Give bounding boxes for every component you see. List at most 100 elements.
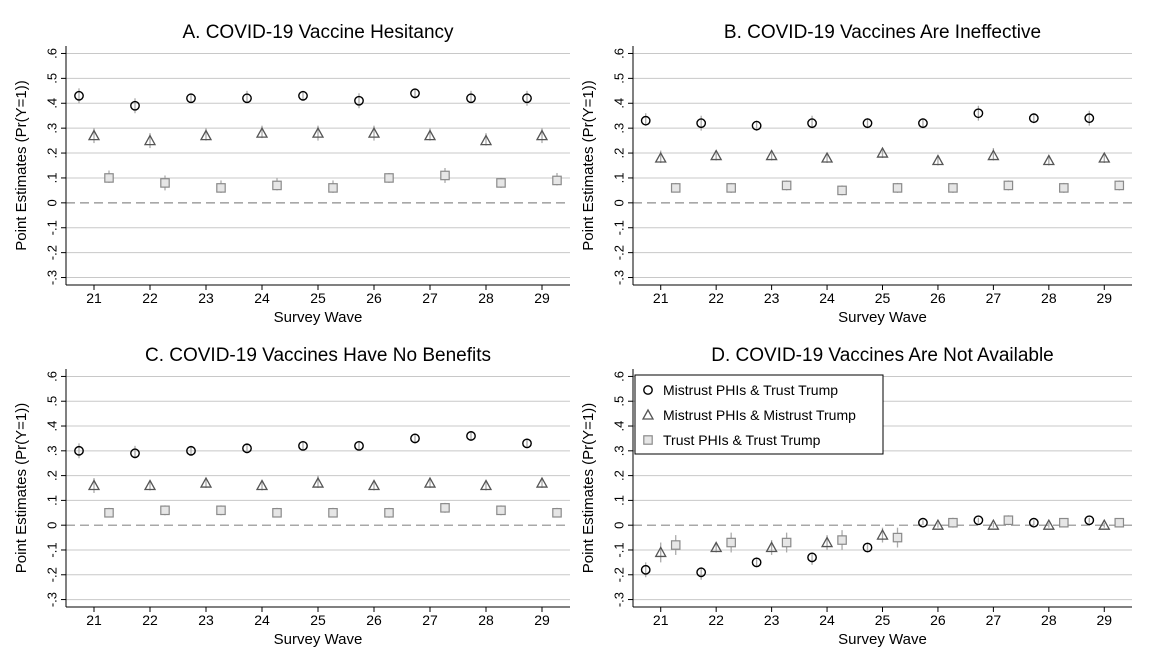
chart-title: A. COVID-19 Vaccine Hesitancy: [182, 22, 454, 43]
x-tick-label: 28: [478, 290, 494, 306]
square-point: [496, 505, 506, 516]
x-tick-label: 25: [310, 612, 326, 628]
legend-circle-icon: [643, 385, 653, 395]
y-tick-label: .1: [611, 495, 626, 506]
legend-square-icon: [643, 435, 653, 445]
triangle-point: [710, 541, 723, 553]
y-tick-label: .4: [44, 421, 59, 432]
y-tick-label: 0: [611, 522, 626, 529]
triangle-point: [931, 518, 945, 530]
x-tick-label: 26: [930, 290, 946, 306]
x-tick-label: 27: [422, 290, 438, 306]
circle-point: [242, 93, 252, 104]
circle-point: [1028, 517, 1039, 528]
y-tick-label: .1: [611, 173, 626, 184]
y-tick-label: .6: [44, 371, 59, 382]
x-tick-label: 21: [653, 612, 669, 628]
y-tick-label: .1: [44, 173, 59, 184]
y-tick-label: -.2: [611, 567, 626, 582]
square-point: [552, 507, 562, 518]
circle-point: [1084, 515, 1095, 526]
x-tick-label: 29: [534, 290, 550, 306]
circle-point: [807, 118, 817, 129]
x-tick-label: 28: [1041, 290, 1057, 306]
legend-label: Trust PHIs & Trust Trump: [663, 432, 821, 448]
circle-point: [354, 95, 364, 106]
triangle-point: [143, 134, 157, 146]
triangle-point: [1042, 518, 1055, 530]
chart-panel-a: A. COVID-19 Vaccine Hesitancy .6 .5 .4 .3 .2.…: [13, 22, 570, 326]
circle-point: [751, 557, 762, 568]
square-point: [837, 535, 847, 545]
circle-point: [466, 93, 476, 104]
x-tick-label: 29: [1096, 612, 1112, 628]
triangle-point: [255, 479, 269, 491]
triangle-point: [820, 536, 834, 548]
triangle-point: [311, 126, 325, 138]
square-point: [1003, 515, 1014, 526]
x-tick-label: 26: [366, 612, 382, 628]
chart-title: C. COVID-19 Vaccines Have No Benefits: [145, 345, 491, 366]
y-tick-label: .5: [611, 73, 626, 84]
x-tick-label: 24: [819, 290, 835, 306]
y-axis-label: Point Estimates (Pr(Y=1)): [580, 80, 597, 250]
triangle-point: [876, 528, 889, 540]
x-tick-label: 21: [86, 612, 102, 628]
x-axis-label: Survey Wave: [274, 631, 363, 648]
series-triangle: [654, 518, 1111, 563]
y-tick-label: 0: [44, 522, 59, 529]
chart-title: D. COVID-19 Vaccines Are Not Available: [711, 345, 1054, 366]
series-circle: [74, 88, 532, 114]
triangle-point: [987, 518, 1000, 530]
triangle-point: [311, 476, 325, 488]
y-tick-label: .6: [611, 48, 626, 59]
triangle-point: [654, 546, 667, 558]
square-point: [104, 173, 114, 183]
x-tick-label: 22: [708, 612, 724, 628]
triangle-point: [367, 479, 381, 491]
x-tick-label: 29: [1096, 290, 1112, 306]
circle-point: [410, 433, 420, 444]
legend-triangle-icon: [641, 408, 655, 420]
square-point: [670, 183, 681, 193]
x-axis-label: Survey Wave: [274, 309, 363, 326]
y-tick-label: .5: [44, 73, 59, 84]
circle-point: [130, 100, 140, 111]
square-point: [726, 537, 736, 548]
y-tick-label: .4: [44, 98, 59, 109]
circle-point: [918, 118, 928, 129]
square-point: [726, 183, 736, 193]
x-tick-label: 23: [198, 290, 214, 306]
y-tick-label: .2: [611, 470, 626, 481]
x-tick-label: 26: [366, 290, 382, 306]
chart-title: B. COVID-19 Vaccines Are Ineffective: [724, 22, 1041, 43]
circle-point: [522, 93, 532, 104]
circle-point: [862, 118, 873, 129]
y-tick-label: .4: [611, 421, 626, 432]
series-square: [104, 502, 562, 518]
circle-point: [751, 120, 762, 131]
circle-point: [973, 108, 984, 119]
circle-point: [973, 515, 984, 526]
circle-point: [410, 88, 420, 99]
circle-point: [696, 567, 707, 578]
x-tick-label: 23: [764, 612, 780, 628]
triangle-point: [876, 146, 889, 158]
series-triangle: [654, 146, 1111, 166]
x-tick-label: 25: [310, 290, 326, 306]
x-tick-label: 22: [708, 290, 724, 306]
chart-panel-c: C. COVID-19 Vaccines Have No Benefits .6.…: [13, 345, 570, 648]
triangle-point: [87, 479, 101, 491]
square-point: [328, 507, 338, 518]
y-axis-label: Point Estimates (Pr(Y=1)): [580, 403, 597, 573]
square-point: [272, 507, 282, 518]
x-tick-label: 27: [986, 290, 1002, 306]
square-point: [948, 183, 958, 193]
triangle-point: [1042, 154, 1055, 166]
circle-point: [186, 445, 196, 456]
y-tick-label: -.1: [611, 542, 626, 557]
y-tick-label: -.3: [611, 592, 626, 607]
circle-point: [298, 90, 308, 101]
series-circle: [74, 430, 532, 459]
